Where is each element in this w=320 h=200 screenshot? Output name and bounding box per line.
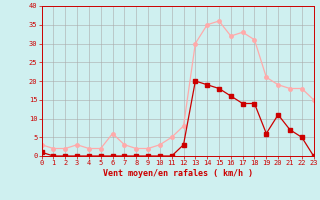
X-axis label: Vent moyen/en rafales ( km/h ): Vent moyen/en rafales ( km/h ) [103, 169, 252, 178]
